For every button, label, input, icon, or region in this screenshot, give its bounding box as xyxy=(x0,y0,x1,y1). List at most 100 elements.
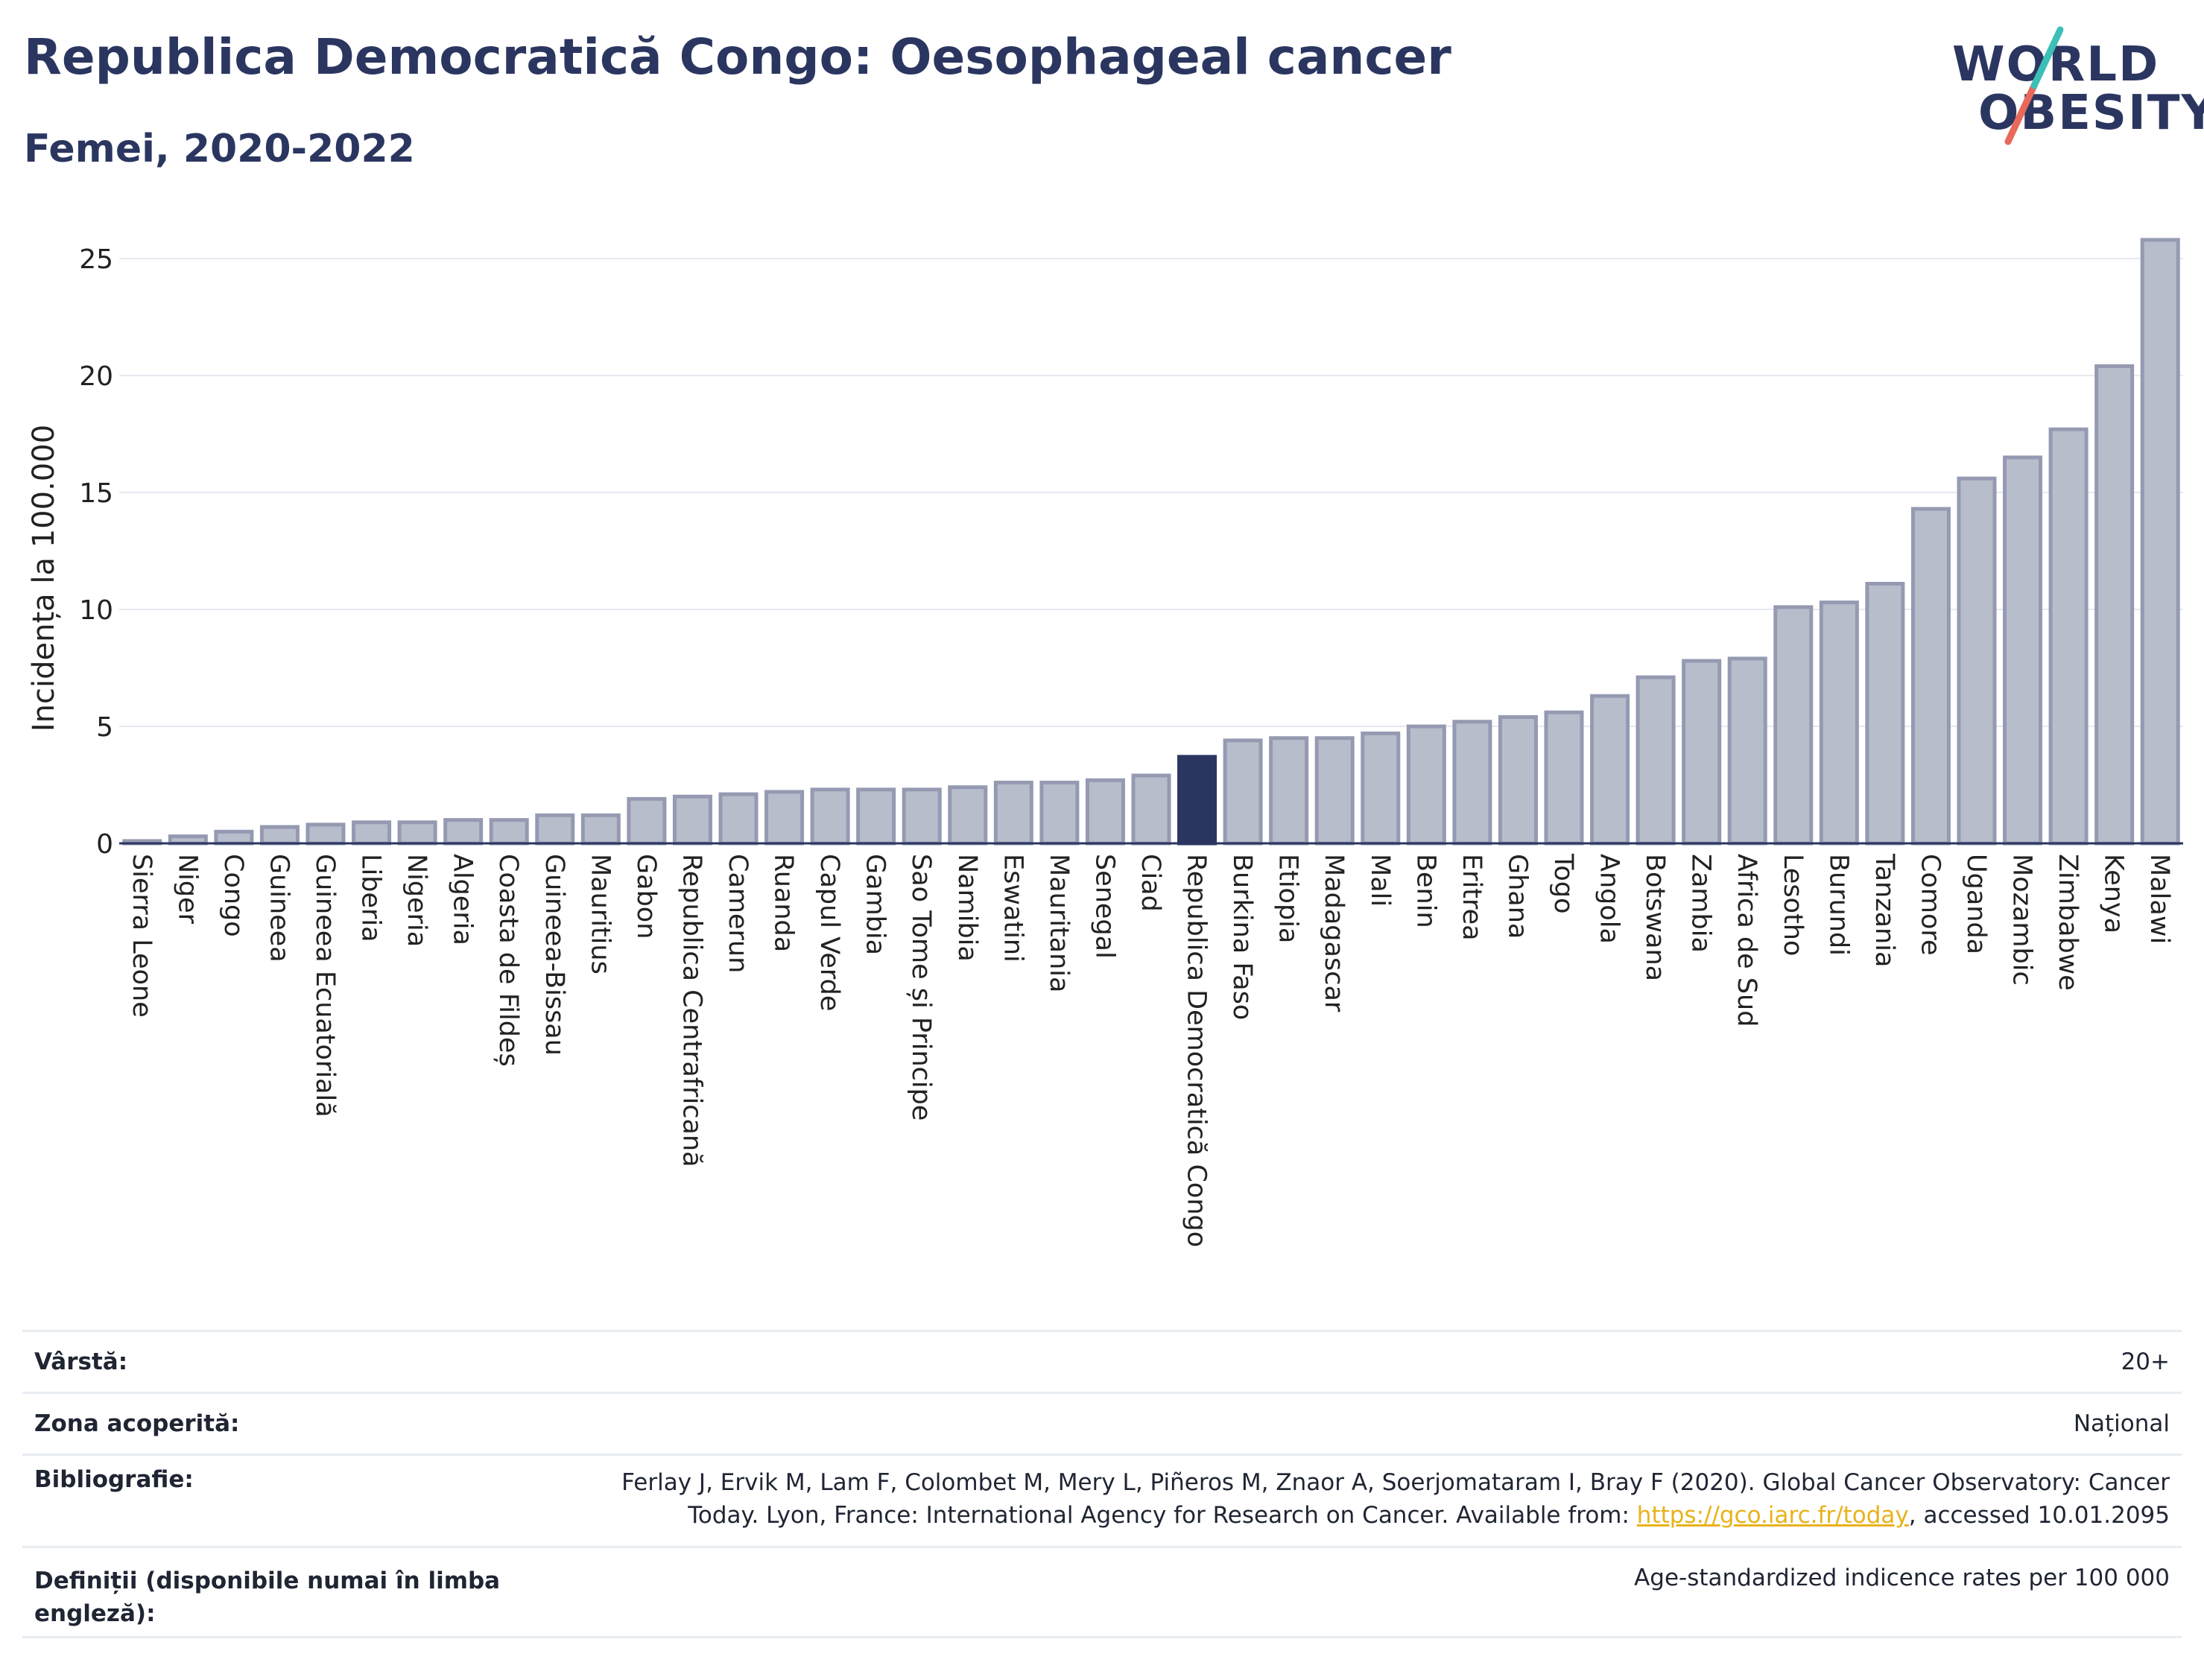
x-tick-label: Mauritania xyxy=(1044,854,1074,992)
x-tick-labels: Sierra Leone Niger Congo Guineea Guineea Ecu… xyxy=(127,853,2174,1247)
x-tick-label: Tanzania xyxy=(1869,853,1899,967)
x-tick-label: Togo xyxy=(1548,853,1578,913)
y-tick-label: 25 xyxy=(79,244,113,275)
bibliography-line-2-pre: Today. Lyon, France: International Agenc… xyxy=(688,1502,1637,1529)
bar[interactable] xyxy=(1957,476,1997,846)
bar[interactable] xyxy=(764,790,805,846)
x-tick-label: Zimbabwe xyxy=(2053,854,2083,991)
info-row-bibliography: Bibliografie: Ferlay J, Ervik M, Lam F, … xyxy=(22,1454,2182,1546)
age-value: 20+ xyxy=(2121,1348,2170,1375)
bar[interactable] xyxy=(902,787,942,846)
x-tick-label: Kenya xyxy=(2099,854,2129,933)
definitions-value: Age-standardized indicence rates per 100… xyxy=(1634,1565,2170,1591)
world-obesity-logo: WORLD OBESITY xyxy=(1937,22,2204,164)
x-tick-label: Zambia xyxy=(1686,854,1716,953)
bar[interactable] xyxy=(2048,427,2089,846)
bar[interactable] xyxy=(1406,724,1446,846)
y-tick-label: 20 xyxy=(79,361,113,392)
x-tick-label: Uganda xyxy=(1961,854,1991,954)
bar[interactable] xyxy=(489,818,529,846)
x-tick-label: Senegal xyxy=(1089,854,1119,959)
bar[interactable] xyxy=(1635,675,1676,846)
bar[interactable] xyxy=(580,813,621,846)
bar[interactable] xyxy=(856,787,896,846)
bar[interactable] xyxy=(1314,736,1355,846)
x-tick-label: Madagascar xyxy=(1319,854,1349,1012)
x-tick-label: Mauritius xyxy=(585,854,615,974)
bar[interactable] xyxy=(443,818,484,846)
x-tick-label: Guineea Ecuatorială xyxy=(310,854,340,1118)
bar[interactable] xyxy=(1910,507,1951,846)
definitions-label: Definiții (disponibile numai în limba en… xyxy=(34,1568,501,1627)
chart-title: Republica Democratică Congo: Oesophageal… xyxy=(24,28,1451,86)
info-table: Vârstă: 20+ Zona acoperită: Național Bib… xyxy=(22,1330,2182,1638)
x-tick-label: Eritrea xyxy=(1457,854,1486,941)
bar[interactable] xyxy=(535,813,575,846)
x-tick-label: Mozambic xyxy=(2007,854,2037,986)
bar[interactable] xyxy=(1361,731,1401,846)
y-tick-label: 5 xyxy=(96,712,113,743)
bibliography-link[interactable]: https://gco.iarc.fr/today xyxy=(1636,1502,1909,1529)
bar[interactable] xyxy=(1819,600,1859,846)
bar[interactable] xyxy=(259,825,300,846)
bar[interactable] xyxy=(1590,694,1630,846)
y-tick-label: 15 xyxy=(79,478,113,509)
x-tick-label: Etiopia xyxy=(1273,854,1303,943)
x-tick-label: Mali xyxy=(1365,854,1395,907)
y-axis-label: Incidența la 100.000 xyxy=(27,425,61,732)
bar[interactable] xyxy=(397,820,437,846)
bar[interactable] xyxy=(810,787,850,846)
area-value: Național xyxy=(2073,1410,2170,1437)
x-tick-label: Angola xyxy=(1595,854,1624,944)
x-tick-label: Capul Verde xyxy=(814,854,844,1011)
x-tick-label: Sierra Leone xyxy=(127,854,156,1018)
bar[interactable] xyxy=(1773,605,1814,846)
bar[interactable] xyxy=(993,780,1033,846)
bibliography-line-2-post: , accessed 10.01.2095 xyxy=(1908,1502,2170,1529)
bar[interactable] xyxy=(1177,755,1217,846)
logo-slash-icon xyxy=(2004,26,2064,145)
x-tick-label: Ruanda xyxy=(769,854,799,952)
x-tick-label: Comore xyxy=(1915,854,1945,956)
chart-subtitle: Femei, 2020-2022 xyxy=(24,127,415,171)
bars xyxy=(122,238,2180,846)
bar[interactable] xyxy=(1223,738,1263,846)
bar[interactable] xyxy=(1727,656,1767,846)
bar[interactable] xyxy=(1498,714,1538,846)
bar[interactable] xyxy=(1269,736,1309,846)
bar[interactable] xyxy=(718,792,759,846)
bar[interactable] xyxy=(1452,720,1492,846)
bar[interactable] xyxy=(627,796,667,846)
bar[interactable] xyxy=(2140,238,2180,846)
y-tick-labels: 0 5 10 15 20 25 xyxy=(79,244,113,860)
x-tick-label: Camerun xyxy=(723,854,753,973)
bar[interactable] xyxy=(352,820,392,846)
bar[interactable] xyxy=(1544,710,1584,846)
x-tick-label: Guineea-Bissau xyxy=(539,854,569,1056)
bar[interactable] xyxy=(1682,659,1722,846)
x-tick-label: Gabon xyxy=(631,854,661,939)
bibliography-value: Ferlay J, Ervik M, Lam F, Colombet M, Me… xyxy=(621,1466,2182,1532)
bar[interactable] xyxy=(672,794,712,846)
bibliography-label: Bibliografie: xyxy=(34,1466,194,1493)
info-row-definitions: Definiții (disponibile numai în limba en… xyxy=(22,1546,2182,1638)
bar[interactable] xyxy=(214,829,254,846)
bar[interactable] xyxy=(1865,582,1905,846)
x-tick-label: Malawi xyxy=(2144,854,2174,944)
y-tick-label: 0 xyxy=(96,829,113,860)
bar[interactable] xyxy=(1131,773,1171,846)
x-tick-label: Niger xyxy=(172,854,202,925)
bibliography-line-1: Ferlay J, Ervik M, Lam F, Colombet M, Me… xyxy=(621,1469,2170,1496)
bar[interactable] xyxy=(1085,778,1125,846)
bar[interactable] xyxy=(948,785,988,846)
x-tick-label: Sao Tome și Principe xyxy=(906,854,936,1120)
bar[interactable] xyxy=(2094,364,2135,846)
x-tick-label: Burundi xyxy=(1823,854,1853,956)
x-tick-label: Eswatini xyxy=(998,854,1027,963)
x-tick-label: Namibia xyxy=(952,854,982,962)
area-label: Zona acoperită: xyxy=(34,1410,240,1437)
bar-chart: 0 5 10 15 20 25 Sierra Leone Niger Congo Guineea… xyxy=(27,238,2183,1247)
bar[interactable] xyxy=(1039,780,1080,846)
bar[interactable] xyxy=(2003,455,2043,846)
bar[interactable] xyxy=(305,822,346,846)
